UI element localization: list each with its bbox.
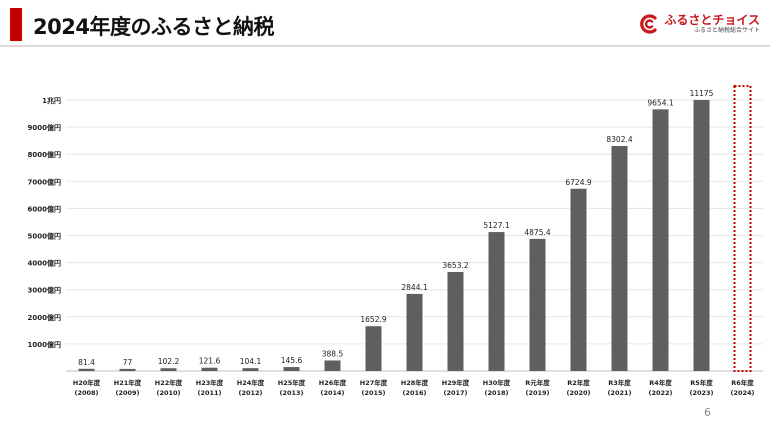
bar [611,146,628,371]
y-tick-label: 1000億円 [28,340,61,349]
x-tick-year-label: (2010) [156,389,180,397]
placeholder-bar [733,85,752,372]
x-tick-label: H25年度 [278,378,306,387]
header-accent-bar [10,8,22,41]
x-tick-label: H27年度 [360,378,388,387]
data-label: 3653.2 [442,261,468,270]
x-tick-year-label: (2017) [443,389,467,397]
x-tick-year-label: (2008) [74,389,98,397]
x-tick-label: R2年度 [567,378,590,387]
x-tick-year-label: (2016) [402,389,426,397]
data-label: 81.4 [78,358,95,367]
x-tick-year-label: (2022) [648,389,672,397]
x-tick-label: R元年度 [525,378,550,387]
bar [78,368,95,371]
data-label: 104.1 [240,357,262,366]
x-tick-label: H21年度 [114,378,142,387]
page-number: 6 [704,406,711,419]
bar [324,360,341,371]
x-tick-label: H20年度 [73,378,101,387]
x-tick-label: H30年度 [483,378,511,387]
data-label: 9654.1 [647,98,673,107]
data-label: 1652.9 [360,315,386,324]
x-tick-year-label: (2009) [115,389,139,397]
x-tick-year-label: (2024) [730,389,754,397]
logo-mark-icon [640,14,657,34]
x-tick-label: R4年度 [649,378,672,387]
data-label: 2844.1 [401,283,427,292]
bar [447,271,464,371]
bar [242,368,259,371]
bar [119,368,136,371]
bar [488,232,505,371]
data-label: 11175 [690,89,714,98]
logo-subtitle: ふるさと納税総合サイト [693,27,760,34]
y-tick-label: 1兆円 [42,96,61,105]
bar [529,238,546,371]
data-label: 145.6 [281,356,303,365]
y-tick-label: 7000億円 [28,177,61,186]
x-tick-year-label: (2015) [361,389,385,397]
brand-logo: ふるさとチョイス ふるさと納税総合サイト [638,10,760,38]
x-tick-year-label: (2020) [566,389,590,397]
x-tick-year-label: (2011) [197,389,221,397]
bar [406,293,423,371]
bar [201,367,218,371]
x-tick-year-label: (2023) [689,389,713,397]
y-tick-label: 4000億円 [28,259,61,268]
x-tick-year-label: (2021) [607,389,631,397]
x-tick-year-label: (2012) [238,389,262,397]
x-tick-label: H29年度 [442,378,470,387]
data-label: 121.6 [199,357,221,366]
x-tick-year-label: (2019) [525,389,549,397]
x-tick-year-label: (2014) [320,389,344,397]
x-tick-label: R6年度 [731,378,754,387]
data-label: 8302.4 [606,135,632,144]
y-tick-label: 2000億円 [28,313,61,322]
y-tick-label: 9000億円 [28,123,61,132]
data-label: 6724.9 [565,178,591,187]
x-tick-year-label: (2013) [279,389,303,397]
data-label: 102.2 [158,357,180,366]
x-tick-label: H23年度 [196,378,224,387]
page-title: 2024年度のふるさと納税 [33,15,274,39]
data-label: 77 [123,358,133,367]
bar [160,368,177,371]
y-tick-label: 5000億円 [28,232,61,241]
x-tick-label: R5年度 [690,378,713,387]
x-tick-label: H26年度 [319,378,347,387]
y-tick-label: 6000億円 [28,204,61,213]
logo-name: ふるさとチョイス [664,13,760,27]
bar [365,326,382,371]
data-label: 4875.4 [524,228,550,237]
data-label: 5127.1 [483,221,509,230]
y-tick-label: 3000億円 [28,286,61,295]
bar [570,188,587,371]
bar [693,100,710,371]
data-label: 388.5 [322,349,344,358]
x-tick-label: R3年度 [608,378,631,387]
x-tick-label: H24年度 [237,378,265,387]
x-tick-label: H22年度 [155,378,183,387]
bar [652,109,669,371]
y-tick-label: 8000億円 [28,150,61,159]
x-tick-label: H28年度 [401,378,429,387]
header-divider [0,45,770,47]
x-tick-year-label: (2018) [484,389,508,397]
bar [283,367,300,371]
